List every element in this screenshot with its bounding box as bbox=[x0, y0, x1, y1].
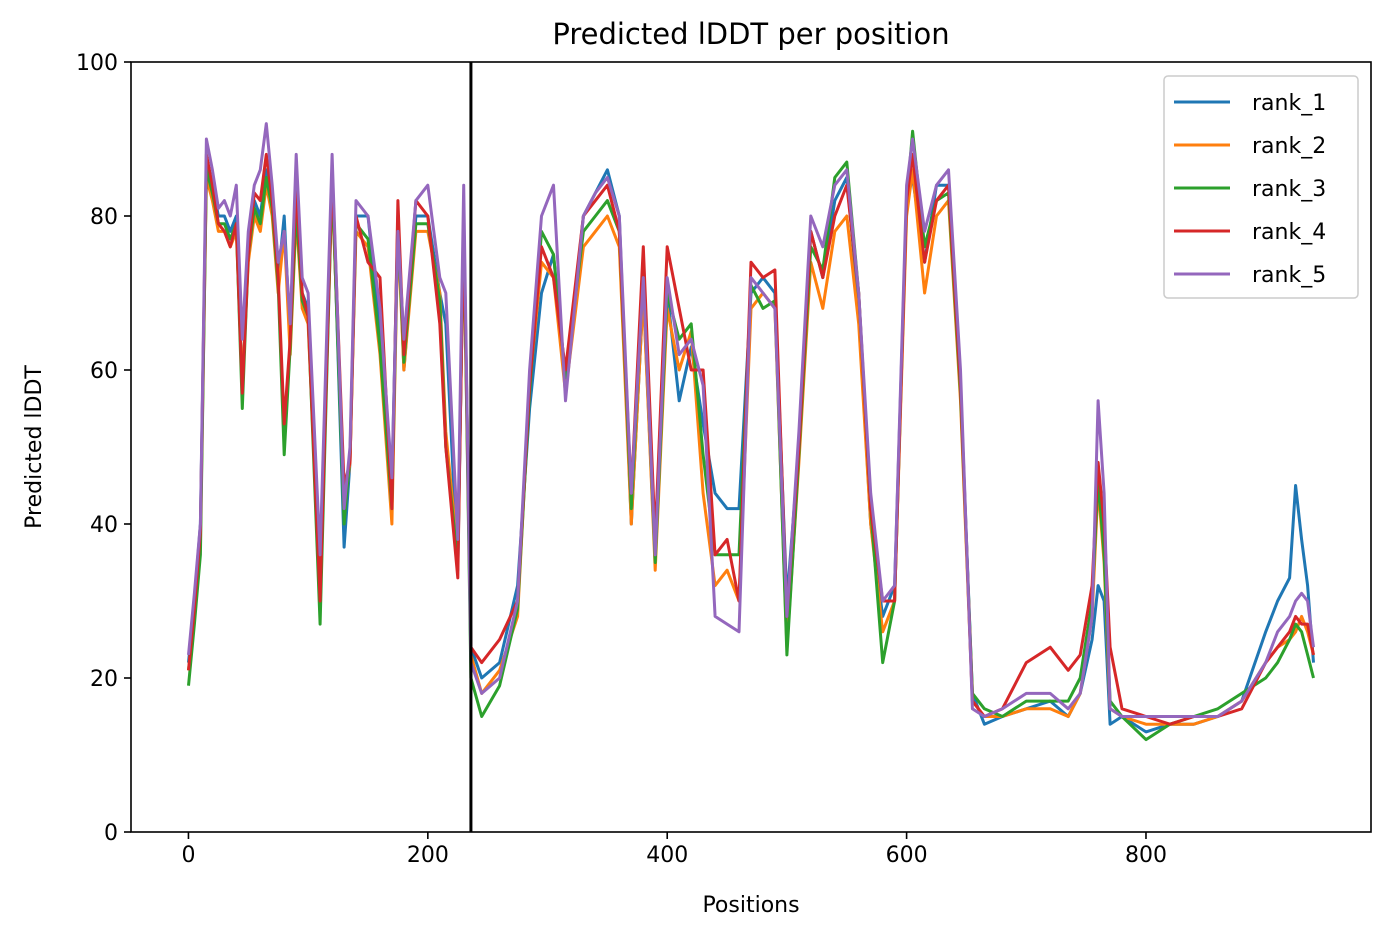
legend-label: rank_5 bbox=[1252, 263, 1326, 288]
y-tick-label: 60 bbox=[90, 359, 118, 384]
legend-label: rank_4 bbox=[1252, 220, 1326, 245]
legend-label: rank_1 bbox=[1252, 91, 1326, 116]
y-tick-label: 100 bbox=[76, 51, 118, 76]
ticks-layer: 0 200 400 600 800 0 20 40 60 80 100 bbox=[76, 51, 1167, 868]
plot-frame bbox=[130, 61, 1372, 833]
series-line-rank_2 bbox=[187, 168, 1315, 726]
y-tick-label: 40 bbox=[90, 513, 118, 538]
x-tick-label: 200 bbox=[407, 843, 449, 868]
legend: rank_1 rank_2 rank_3 rank_4 rank_5 bbox=[1163, 75, 1359, 299]
x-tick-label: 400 bbox=[646, 843, 688, 868]
legend-label: rank_3 bbox=[1252, 177, 1326, 202]
chart-title: Predicted lDDT per position bbox=[552, 17, 949, 51]
legend-label: rank_2 bbox=[1252, 134, 1326, 159]
y-axis-label: Predicted lDDT bbox=[22, 365, 47, 529]
y-tick-label: 80 bbox=[90, 205, 118, 230]
x-tick-label: 600 bbox=[886, 843, 928, 868]
x-tick-label: 800 bbox=[1125, 843, 1167, 868]
series-layer bbox=[187, 122, 1315, 742]
y-tick-label: 20 bbox=[90, 667, 118, 692]
legend-box bbox=[1163, 75, 1359, 299]
x-tick-label: 0 bbox=[181, 843, 195, 868]
x-axis-label: Positions bbox=[702, 893, 799, 918]
y-tick-label: 0 bbox=[104, 821, 118, 846]
series-line-rank_5 bbox=[187, 122, 1315, 718]
series-line-rank_1 bbox=[187, 168, 1315, 734]
